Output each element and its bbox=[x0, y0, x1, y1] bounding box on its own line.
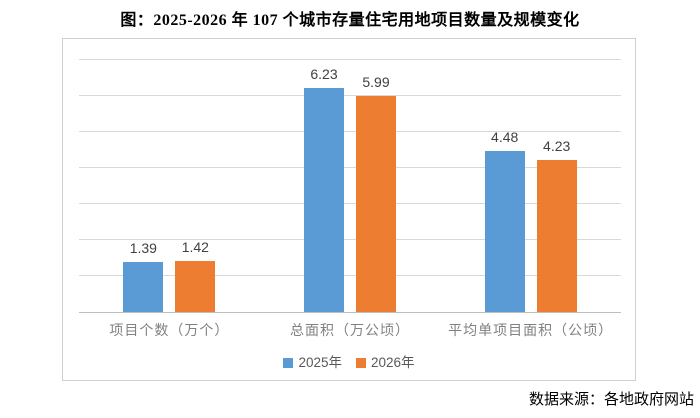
legend-swatch-2026 bbox=[356, 358, 366, 368]
legend-label: 2025年 bbox=[298, 355, 342, 370]
legend-item: 2026年 bbox=[356, 356, 415, 370]
bar-value-label: 1.42 bbox=[181, 238, 209, 255]
legend-label: 2026年 bbox=[371, 355, 415, 370]
legend-item: 2025年 bbox=[283, 356, 342, 370]
gridline bbox=[79, 167, 621, 168]
category-label: 总面积（万公顷） bbox=[290, 322, 410, 338]
chart-title: 图：2025-2026 年 107 个城市存量住宅用地项目数量及规模变化 bbox=[120, 12, 580, 29]
bar-value-label: 4.48 bbox=[491, 128, 519, 145]
plot-area: 1.39 1.42 项目个数（万个） 6.23 5.99 总面积（万公顷） 4.48 4.23… bbox=[79, 59, 621, 338]
gridline bbox=[79, 275, 621, 276]
data-source-note: 数据来源：各地政府网站 bbox=[528, 392, 694, 408]
bar bbox=[304, 87, 344, 312]
bar bbox=[484, 150, 525, 312]
x-axis-line bbox=[79, 312, 621, 313]
gridline bbox=[79, 131, 621, 132]
bar bbox=[175, 260, 216, 312]
gridline bbox=[79, 95, 621, 96]
gridline bbox=[79, 239, 621, 240]
bar bbox=[536, 159, 577, 312]
gridline bbox=[79, 203, 621, 204]
bar-value-label: 5.99 bbox=[362, 74, 390, 91]
bar-value-label: 6.23 bbox=[310, 65, 338, 82]
bar bbox=[356, 96, 396, 312]
bar-value-label: 4.23 bbox=[543, 137, 571, 154]
gridline bbox=[79, 59, 621, 60]
bar bbox=[123, 261, 164, 312]
category-label: 项目个数（万个） bbox=[109, 322, 230, 338]
legend-swatch-2025 bbox=[283, 358, 294, 368]
chart-area: 1.39 1.42 项目个数（万个） 6.23 5.99 总面积（万公顷） 4.48 4.23… bbox=[62, 38, 636, 381]
bar-value-label: 1.39 bbox=[129, 239, 157, 256]
category-label: 平均单项目面积（公顷） bbox=[448, 322, 614, 338]
legend: 2025年 2026年 bbox=[63, 355, 635, 371]
